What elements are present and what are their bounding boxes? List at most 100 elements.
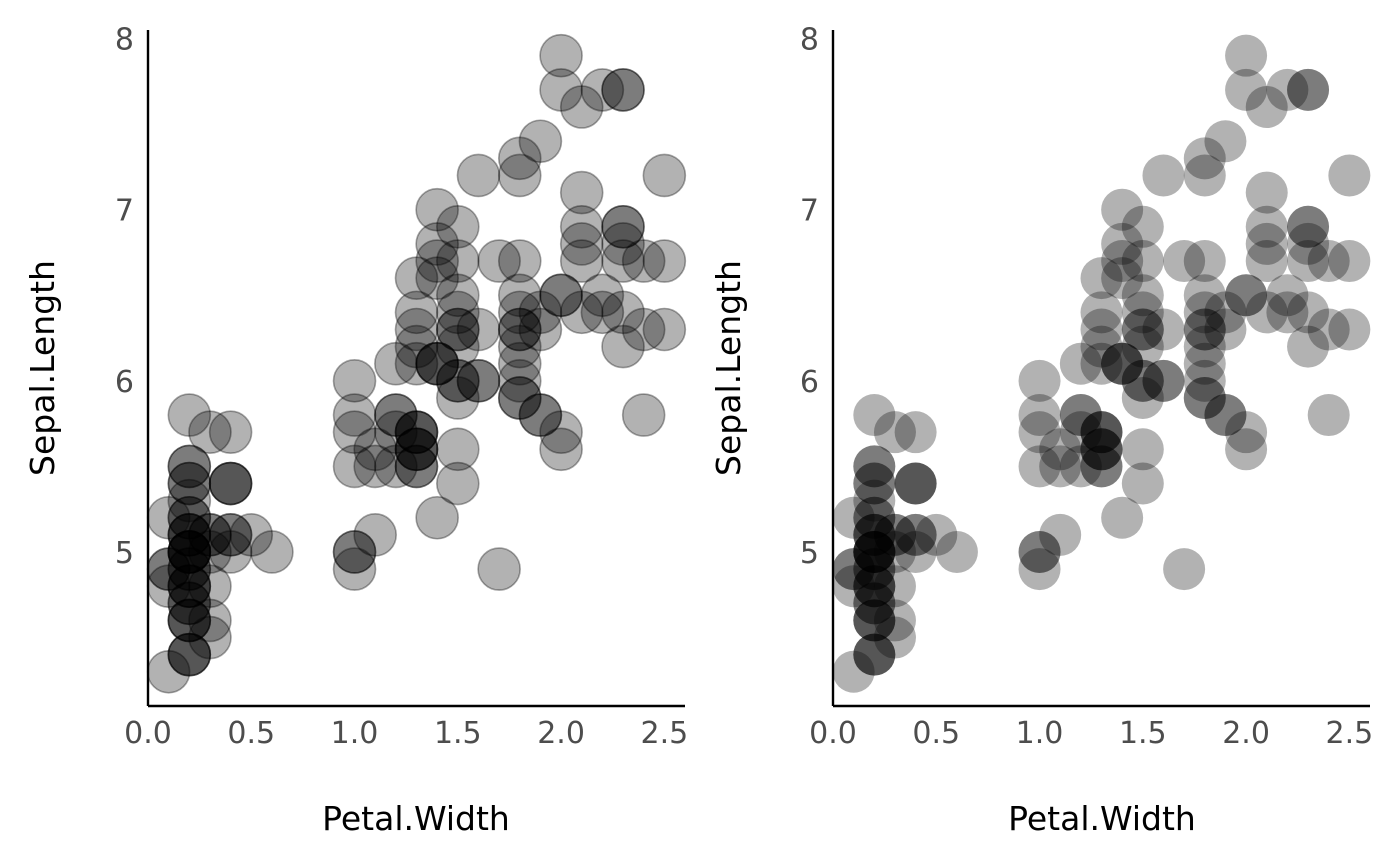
data-point: [1039, 445, 1082, 488]
point-layer: [832, 34, 1371, 693]
data-point: [1080, 342, 1123, 385]
data-point: [1121, 205, 1164, 248]
data-point: [894, 462, 937, 505]
data-point: [167, 393, 212, 437]
data-point: [853, 548, 896, 591]
data-point: [853, 479, 896, 522]
data-point: [873, 513, 916, 556]
x-tick-label: 0.0: [809, 716, 857, 751]
data-point: [1287, 68, 1330, 111]
data-point: [559, 222, 604, 266]
data-point: [208, 461, 253, 506]
data-point: [167, 632, 212, 677]
data-point: [497, 307, 542, 352]
y-axis-title: Sepal.Length: [23, 260, 62, 476]
data-point: [436, 324, 480, 369]
data-point: [1287, 68, 1330, 111]
data-point: [873, 513, 916, 556]
data-point: [374, 393, 418, 437]
data-point: [1018, 548, 1061, 591]
data-point: [436, 205, 480, 249]
data-point: [853, 565, 896, 608]
data-point: [188, 598, 232, 643]
y-tick-label: 8: [115, 23, 134, 58]
data-point: [497, 341, 542, 386]
data-point: [601, 324, 645, 369]
data-point: [415, 239, 459, 283]
data-point: [497, 239, 542, 283]
data-point: [894, 530, 937, 573]
data-point: [601, 205, 645, 249]
data-point: [497, 376, 542, 420]
data-point: [853, 496, 896, 539]
data-point: [580, 273, 625, 318]
data-point: [642, 153, 687, 198]
data-point: [853, 496, 896, 539]
data-point: [1183, 308, 1226, 351]
y-tick-label: 5: [800, 536, 819, 571]
data-point: [601, 68, 645, 112]
data-point: [1142, 359, 1185, 402]
data-point: [601, 222, 645, 266]
data-point: [832, 548, 875, 591]
data-point: [456, 359, 501, 403]
data-point: [1080, 411, 1123, 454]
data-point: [332, 393, 377, 437]
x-tick-label: 0.5: [912, 716, 960, 751]
data-point: [436, 290, 480, 335]
data-point: [1183, 137, 1226, 180]
data-point: [1287, 205, 1330, 248]
data-point: [601, 68, 645, 112]
data-point: [1101, 257, 1144, 300]
data-point: [436, 307, 480, 352]
data-point: [559, 290, 604, 335]
data-point: [436, 376, 480, 420]
data-point: [1287, 291, 1330, 334]
data-point: [853, 530, 896, 573]
data-point: [415, 187, 459, 232]
data-point: [167, 530, 212, 574]
x-tick-label: 0.0: [124, 716, 172, 751]
data-point: [1121, 325, 1164, 368]
data-point: [518, 119, 563, 164]
data-point: [1183, 240, 1226, 283]
data-point: [853, 530, 896, 573]
data-point: [559, 85, 604, 129]
x-tick-label: 2.0: [537, 716, 585, 751]
data-point: [1245, 222, 1288, 265]
data-point: [332, 410, 377, 454]
data-point: [853, 565, 896, 608]
data-point: [1101, 342, 1144, 385]
data-point: [642, 307, 687, 352]
data-point: [1121, 308, 1164, 351]
data-point: [1287, 325, 1330, 368]
data-point: [1163, 548, 1206, 591]
data-point: [208, 461, 253, 506]
data-point: [1121, 308, 1164, 351]
data-point: [894, 513, 937, 556]
data-point: [539, 273, 583, 318]
data-point: [332, 547, 377, 591]
data-point: [436, 359, 480, 403]
data-point: [436, 273, 480, 318]
data-point: [188, 530, 232, 574]
data-point: [1225, 34, 1268, 77]
data-point: [621, 393, 666, 437]
data-point: [1245, 291, 1288, 334]
data-point: [853, 445, 896, 488]
x-tick-label: 2.0: [1222, 716, 1270, 751]
data-point: [1080, 428, 1123, 471]
data-point: [853, 582, 896, 625]
data-point: [621, 239, 666, 283]
data-point: [497, 376, 542, 420]
data-point: [1204, 291, 1247, 334]
data-point: [394, 427, 439, 472]
data-point: [1080, 428, 1123, 471]
data-point: [353, 427, 397, 472]
data-point: [167, 530, 212, 574]
data-point: [539, 427, 583, 472]
x-tick-label: 1.5: [434, 716, 482, 751]
data-point: [1121, 462, 1164, 505]
data-point: [853, 513, 896, 556]
